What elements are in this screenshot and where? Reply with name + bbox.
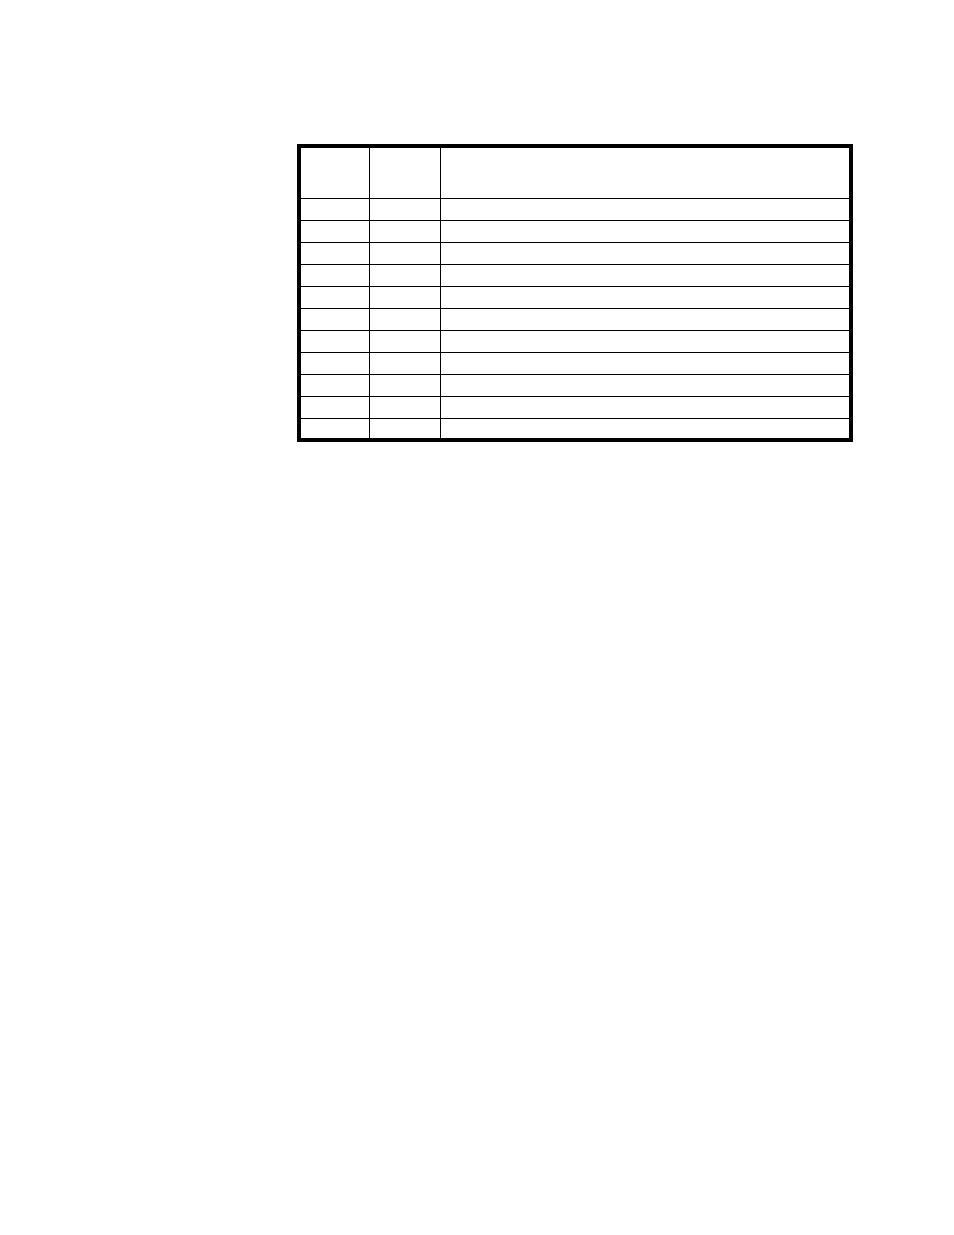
- table-header-cell: [440, 146, 851, 198]
- table-row: [299, 308, 851, 330]
- table-cell: [370, 242, 441, 264]
- table-cell: [370, 330, 441, 352]
- table-row: [299, 330, 851, 352]
- table-cell: [299, 264, 370, 286]
- table-cell: [370, 396, 441, 418]
- table-cell: [370, 286, 441, 308]
- table-cell: [299, 220, 370, 242]
- table-row: [299, 242, 851, 264]
- table-cell: [440, 220, 851, 242]
- table-row: [299, 264, 851, 286]
- table-cell: [370, 308, 441, 330]
- table-cell: [299, 418, 370, 440]
- table-cell: [440, 286, 851, 308]
- table-header-row: [299, 146, 851, 198]
- page: [0, 0, 954, 1235]
- table-row: [299, 418, 851, 440]
- table-cell: [440, 374, 851, 396]
- table-cell: [370, 220, 441, 242]
- table-cell: [370, 352, 441, 374]
- table-row: [299, 286, 851, 308]
- table-row: [299, 198, 851, 220]
- table-cell: [440, 308, 851, 330]
- table-row: [299, 396, 851, 418]
- table-cell: [440, 418, 851, 440]
- table-row: [299, 374, 851, 396]
- table-cell: [370, 264, 441, 286]
- data-table: [297, 144, 853, 442]
- table-header-cell: [370, 146, 441, 198]
- table-cell: [440, 264, 851, 286]
- table-cell: [299, 198, 370, 220]
- table-cell: [299, 242, 370, 264]
- table-cell: [440, 242, 851, 264]
- table-cell: [440, 396, 851, 418]
- table-cell: [299, 396, 370, 418]
- table-cell: [370, 418, 441, 440]
- table-cell: [299, 308, 370, 330]
- table-cell: [299, 374, 370, 396]
- table-header-cell: [299, 146, 370, 198]
- table-row: [299, 220, 851, 242]
- table-cell: [440, 352, 851, 374]
- table-cell: [299, 330, 370, 352]
- table-row: [299, 352, 851, 374]
- table-cell: [299, 352, 370, 374]
- table-cell: [370, 374, 441, 396]
- table-cell: [299, 286, 370, 308]
- table-cell: [440, 330, 851, 352]
- table-cell: [370, 198, 441, 220]
- table-cell: [440, 198, 851, 220]
